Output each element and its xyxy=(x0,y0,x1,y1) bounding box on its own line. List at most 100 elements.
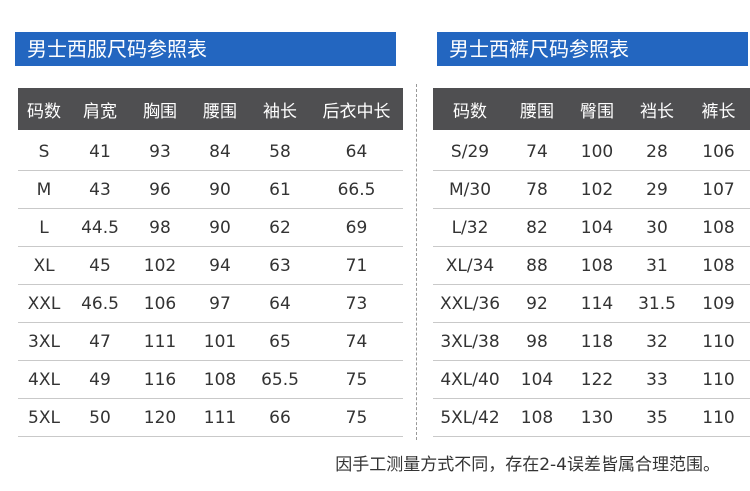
table-cell: 44.5 xyxy=(81,217,119,238)
table-row: S/29 74 100 28 106 xyxy=(433,133,750,171)
table-row: 4XL 49 116 108 65.5 75 xyxy=(18,361,403,399)
header-cell: 裤长 xyxy=(701,101,736,122)
table-cell: 108 xyxy=(580,255,614,276)
table-cell: 65 xyxy=(269,331,291,352)
table-cell: 69 xyxy=(345,217,368,238)
table-cell: 30 xyxy=(646,217,668,238)
table-cell: 98 xyxy=(526,331,548,352)
table-row: XL 45 102 94 63 71 xyxy=(18,247,403,285)
table-cell: 108 xyxy=(702,255,735,276)
divider xyxy=(416,84,417,440)
table-cell: 3XL/38 xyxy=(440,331,500,352)
table-cell: 3XL xyxy=(28,331,60,352)
table-cell: 106 xyxy=(143,293,177,314)
table-cell: 50 xyxy=(89,407,111,428)
table-cell: 116 xyxy=(143,369,177,390)
table-cell: 64 xyxy=(269,293,291,314)
table-cell: 31 xyxy=(646,255,668,276)
table-row: M 43 96 90 61 66.5 xyxy=(18,171,403,209)
table-cell: 65.5 xyxy=(261,369,299,390)
table-cell: 102 xyxy=(143,255,177,276)
table-cell: 61 xyxy=(269,179,291,200)
table-cell: 107 xyxy=(702,179,735,200)
table-cell: M xyxy=(36,179,52,200)
table-cell: 97 xyxy=(209,293,231,314)
suit-table: 码数 肩宽 胸围 腰围 袖长 后衣中长 S 41 93 84 58 64 M 43 96 90 61 66.5 L 4… xyxy=(18,88,403,437)
table-cell: 109 xyxy=(702,293,735,314)
table-row: 4XL/40 104 122 33 110 xyxy=(433,361,750,399)
header-row: 码数 肩宽 胸围 腰围 袖长 后衣中长 xyxy=(18,88,403,130)
table-row: XXL 46.5 106 97 64 73 xyxy=(18,285,403,323)
table-cell: S xyxy=(38,141,50,162)
table-cell: 90 xyxy=(209,179,231,200)
table-cell: 90 xyxy=(209,217,231,238)
table-cell: 114 xyxy=(580,293,614,314)
table-cell: 92 xyxy=(526,293,548,314)
table-cell: 49 xyxy=(89,369,111,390)
table-row: M/30 78 102 29 107 xyxy=(433,171,750,209)
table-cell: 106 xyxy=(702,141,735,162)
left-title: 男士西服尺码参照表 xyxy=(15,32,396,66)
table-cell: 5XL/42 xyxy=(440,407,500,428)
table-cell: 88 xyxy=(526,255,548,276)
table-cell: S/29 xyxy=(450,141,490,162)
table-cell: 111 xyxy=(203,407,237,428)
header-cell: 肩宽 xyxy=(83,101,117,122)
table-cell: 71 xyxy=(345,255,368,276)
table-cell: XL xyxy=(33,255,55,276)
table-cell: 4XL/40 xyxy=(440,369,500,390)
table-cell: 108 xyxy=(520,407,554,428)
table-cell: XXL xyxy=(27,293,61,314)
table-cell: 118 xyxy=(580,331,614,352)
table-cell: 78 xyxy=(526,179,548,200)
table-cell: 28 xyxy=(646,141,668,162)
header-cell: 胸围 xyxy=(143,101,177,122)
table-cell: M/30 xyxy=(448,179,492,200)
table-cell: 74 xyxy=(526,141,548,162)
table-cell: 111 xyxy=(143,331,177,352)
table-row: 5XL/42 108 130 35 110 xyxy=(433,399,750,437)
table-cell: 108 xyxy=(203,369,237,390)
header-cell: 码数 xyxy=(453,101,487,122)
table-cell: XL/34 xyxy=(445,255,495,276)
table-cell: 45 xyxy=(89,255,111,276)
table-cell: 5XL xyxy=(28,407,60,428)
table-cell: 108 xyxy=(702,217,735,238)
table-cell: L/32 xyxy=(451,217,489,238)
table-cell: 33 xyxy=(646,369,668,390)
table-cell: 35 xyxy=(646,407,668,428)
table-cell: 32 xyxy=(646,331,668,352)
table-cell: 96 xyxy=(149,179,171,200)
table-cell: 75 xyxy=(345,369,368,390)
table-cell: 84 xyxy=(209,141,231,162)
header-cell: 裆长 xyxy=(640,101,674,122)
table-cell: 74 xyxy=(345,331,368,352)
table-row: L 44.5 98 90 62 69 xyxy=(18,209,403,247)
table-cell: 110 xyxy=(702,407,735,428)
table-cell: 46.5 xyxy=(81,293,119,314)
header-cell: 臀围 xyxy=(580,101,614,122)
table-cell: 66 xyxy=(269,407,291,428)
table-cell: 58 xyxy=(269,141,291,162)
table-cell: 110 xyxy=(702,331,735,352)
trousers-table: 码数 腰围 臀围 裆长 裤长 S/29 74 100 28 106 M/30 78 102 29 107 L/… xyxy=(433,88,750,437)
table-cell: 66.5 xyxy=(337,179,376,200)
table-cell: 75 xyxy=(345,407,368,428)
header-cell: 腰围 xyxy=(203,101,237,122)
table-cell: 64 xyxy=(345,141,368,162)
header-cell: 码数 xyxy=(27,101,61,122)
table-row: XL/34 88 108 31 108 xyxy=(433,247,750,285)
table-row: 5XL 50 120 111 66 75 xyxy=(18,399,403,437)
table-row: S 41 93 84 58 64 xyxy=(18,133,403,171)
table-cell: 120 xyxy=(143,407,177,428)
note: 因手工测量方式不同，存在2-4误差皆属合理范围。 xyxy=(335,455,720,475)
header-row: 码数 腰围 臀围 裆长 裤长 xyxy=(433,88,750,130)
table-cell: 63 xyxy=(269,255,291,276)
table-cell: 130 xyxy=(580,407,614,428)
table-cell: 43 xyxy=(89,179,111,200)
table-cell: 47 xyxy=(89,331,111,352)
header-cell: 后衣中长 xyxy=(322,101,391,122)
table-cell: XXL/36 xyxy=(439,293,501,314)
table-cell: 4XL xyxy=(28,369,60,390)
